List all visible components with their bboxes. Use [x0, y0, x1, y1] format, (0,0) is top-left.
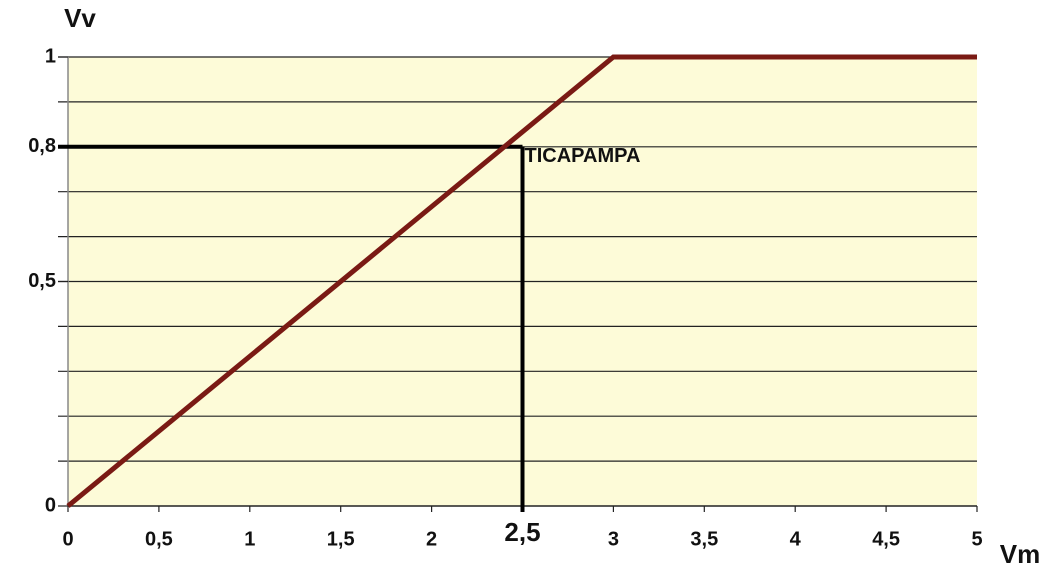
x-tick-label: 0,5 [145, 528, 173, 550]
y-tick-label: 0 [45, 494, 56, 516]
x-tick-label: 3 [608, 528, 619, 550]
x-tick-label: 5 [971, 528, 982, 550]
annotation-label: TICAPAMPA [525, 145, 641, 167]
y-tick-label: 1 [45, 45, 56, 67]
y-tick-label: 0,5 [28, 270, 56, 292]
x-tick-label: 1 [244, 528, 255, 550]
x-tick-label: 4 [790, 528, 802, 550]
x-tick-label: 3,5 [690, 528, 718, 550]
x-axis-label: Vm [1000, 539, 1040, 569]
data-line [66, 54, 977, 508]
x-tick-label: 0 [62, 528, 73, 550]
x-tick-label: 2 [426, 528, 437, 550]
y-tick-label: 0,8 [28, 135, 56, 157]
x-tick-label: 4,5 [872, 528, 900, 550]
annotation-x-label: 2,5 [504, 517, 540, 547]
x-tick-label: 1,5 [327, 528, 355, 550]
y-axis-label: Vv [64, 3, 96, 33]
